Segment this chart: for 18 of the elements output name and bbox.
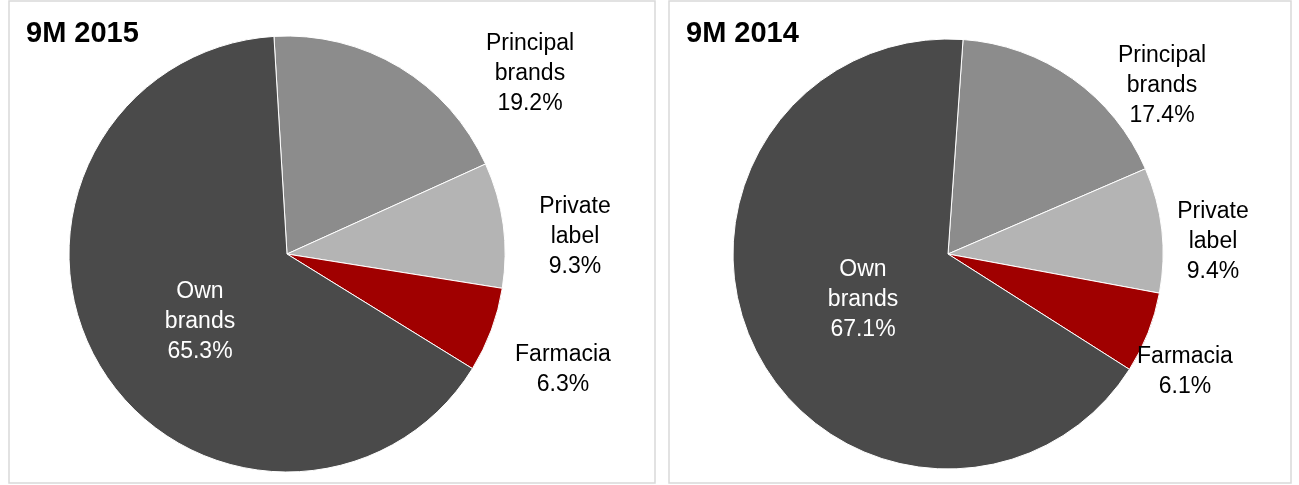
data-label: 17.4% [1129, 101, 1195, 127]
data-label: 9.4% [1186, 257, 1240, 283]
slice-label: Private label [539, 192, 611, 248]
chart-title: 9M 2015 [26, 16, 139, 48]
data-label: 6.1% [1158, 372, 1212, 398]
data-label: 65.3% [167, 337, 233, 363]
data-label: 6.3% [536, 370, 590, 396]
chart-title: 9M 2014 [686, 16, 799, 48]
slice-label: Farmacia [1137, 342, 1234, 368]
slice-label: Principal brands [485, 29, 575, 85]
data-label: 67.1% [830, 315, 896, 341]
slice-label: Private label [1177, 197, 1249, 253]
slice-label: Own brands [827, 255, 899, 311]
data-label: 9.3% [548, 252, 602, 278]
slice-label: Farmacia [515, 340, 612, 366]
slice-label: Own brands [164, 277, 236, 333]
slice-label: Principal brands [1117, 41, 1207, 97]
data-label: 19.2% [497, 89, 563, 115]
